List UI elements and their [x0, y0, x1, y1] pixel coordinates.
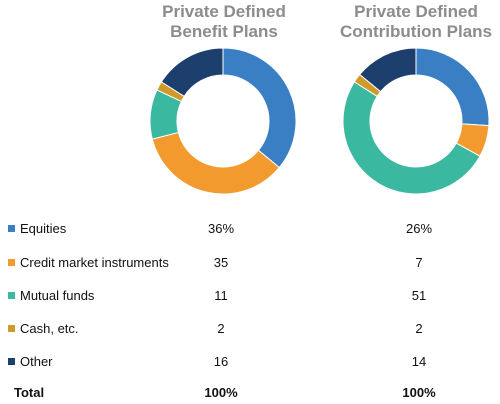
value-defined-benefit: 16: [213, 354, 229, 369]
legend-row-cash: Cash, etc. 2 2: [6, 319, 496, 339]
legend-row-credit-market-instruments: Credit market instruments 35 7: [6, 253, 496, 273]
donut-slice-other: [359, 47, 417, 93]
legend-label: Other: [20, 354, 53, 369]
donut-slice-mutual-funds: [342, 81, 481, 195]
value-defined-benefit: 2: [217, 321, 225, 336]
value-defined-contribution: 7: [415, 255, 423, 270]
chart-title-defined-contribution: Private Defined Contribution Plans: [326, 2, 500, 42]
chart-title-line-1: Private Defined: [354, 2, 478, 21]
total-defined-contribution: 100%: [402, 385, 436, 400]
donut-chart-defined-benefit: [149, 47, 297, 195]
donut-chart-defined-contribution: [342, 47, 490, 195]
total-label: Total: [14, 385, 45, 400]
legend-swatch-equities: [8, 225, 15, 232]
value-defined-contribution: 14: [411, 354, 427, 369]
legend-swatch-mutual-funds: [8, 292, 15, 299]
value-defined-contribution: 2: [415, 321, 423, 336]
value-defined-benefit: 35: [213, 255, 229, 270]
donut-slice-other: [160, 47, 224, 98]
total-defined-benefit: 100%: [204, 385, 238, 400]
legend-swatch-other: [8, 358, 15, 365]
legend-swatch-cash: [8, 325, 15, 332]
value-defined-contribution: 51: [411, 288, 427, 303]
legend-row-other: Other 16 14: [6, 352, 496, 372]
value-defined-benefit: 11: [214, 288, 228, 303]
donut-slice-credit-market-instruments: [151, 131, 280, 195]
legend-row-equities: Equities 36% 26%: [6, 219, 496, 239]
chart-title-defined-benefit: Private Defined Benefit Plans: [134, 2, 314, 42]
chart-title-line-1: Private Defined: [162, 2, 286, 21]
legend-row-mutual-funds: Mutual funds 11 51: [6, 286, 496, 306]
legend-label: Cash, etc.: [20, 321, 79, 336]
donut-slice-equities: [222, 47, 297, 169]
value-defined-benefit: 36%: [207, 221, 235, 236]
chart-title-line-2: Contribution Plans: [339, 22, 493, 41]
legend-swatch-credit-market-instruments: [8, 259, 15, 266]
donut-slice-equities: [415, 47, 490, 127]
legend-label: Equities: [20, 221, 67, 236]
legend-label: Mutual funds: [20, 288, 95, 303]
legend-label: Credit market instruments: [20, 255, 169, 270]
chart-title-line-2: Benefit Plans: [170, 22, 278, 41]
value-defined-contribution: 26%: [405, 221, 433, 236]
total-row: Total 100% 100%: [6, 383, 496, 403]
